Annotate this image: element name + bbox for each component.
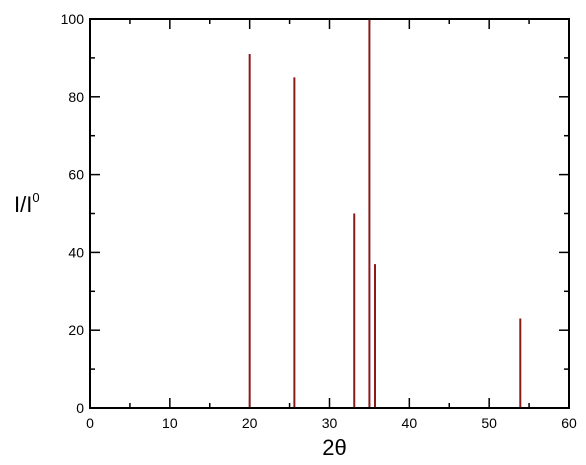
plot-frame <box>89 18 570 409</box>
y-axis-title-main: I/I <box>14 192 32 217</box>
x-axis-title: 2θ <box>322 435 346 460</box>
x-tick-label: 0 <box>86 415 94 431</box>
y-axis-title-superscript: 0 <box>32 190 39 205</box>
y-tick-label: 100 <box>61 11 85 27</box>
x-tick-label: 10 <box>162 415 178 431</box>
x-tick-label: 50 <box>481 415 497 431</box>
x-tick-label: 40 <box>402 415 418 431</box>
y-tick-label: 80 <box>68 89 84 105</box>
y-tick-label: 40 <box>68 244 84 260</box>
x-tick-labels: 0 10 20 30 40 50 60 <box>86 415 577 431</box>
x-tick-label: 60 <box>561 415 577 431</box>
y-tick-label: 0 <box>76 400 84 416</box>
y-tick-label: 20 <box>68 322 84 338</box>
x-tick-label: 20 <box>242 415 258 431</box>
data-sticks <box>248 19 522 408</box>
y-tick-labels: 0 20 40 60 80 100 <box>61 11 85 416</box>
y-tick-label: 60 <box>68 167 84 183</box>
y-axis-title: I/I0 <box>14 190 40 217</box>
x-tick-label: 30 <box>322 415 338 431</box>
